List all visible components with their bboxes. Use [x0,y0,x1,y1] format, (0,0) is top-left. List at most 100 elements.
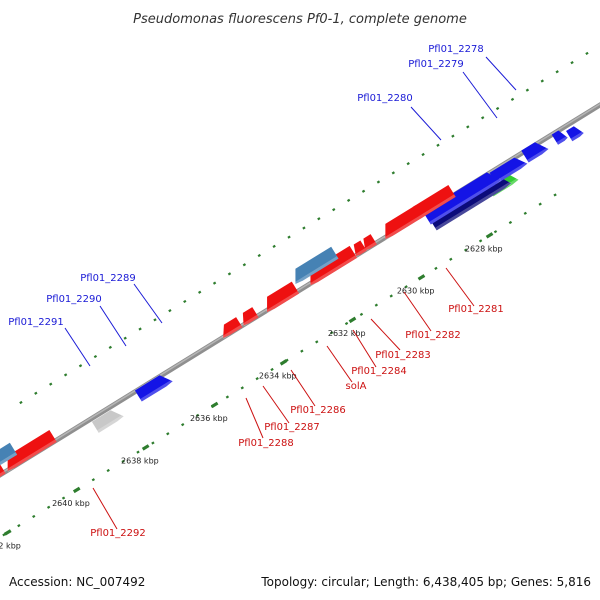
feature-bevel [97,414,125,433]
major-tick [348,316,357,324]
feature-arrow [7,430,57,471]
tick-dot [225,395,230,399]
gene-feature [551,130,569,145]
tick-dot [136,450,140,454]
tick-label: 2632 kbp [328,329,366,338]
feature-bevel [309,255,357,287]
label-leader [410,106,442,141]
label-leader [92,487,118,530]
tick-label: 2634 kbp [259,372,297,381]
gene-label: Pfl01_2284 [351,366,407,377]
gene-label: solA [346,381,367,392]
gene-label: Pfl01_2288 [238,438,294,449]
major-tick [72,486,81,494]
tick-label: 2638 kbp [121,457,159,466]
gene-label: Pfl01_2278 [428,44,484,55]
feature-arrow [295,246,339,285]
accession-text: Accession: NC_007492 [9,575,145,589]
gene-labels: Pfl01_2278 Pfl01_2279 Pfl01_2280 Pfl01_2289… [8,44,504,539]
tick-dot [493,230,498,234]
major-tick [485,232,494,239]
feature-bevel [6,439,57,472]
tick-dot [302,226,306,230]
gene-feature [363,234,377,252]
tick-dot [300,349,304,353]
gene-label: Pfl01_2286 [290,405,346,416]
tick-dot [451,134,455,138]
major-tick [417,274,426,281]
feature-bevel [570,131,585,142]
feature-arrow [134,375,173,402]
label-leader [64,327,91,367]
label-leader [462,71,498,119]
tick-dot [332,207,336,212]
tick-dot [138,327,142,331]
gene-feature [134,375,174,402]
tick-dot [449,257,453,261]
label-leader [262,385,290,424]
label-leader [445,267,475,307]
tick-dot [49,382,53,386]
tick-dot [404,285,408,289]
label-leader [485,56,517,91]
gene-feature [422,172,502,225]
gene-label: Pfl01_2289 [80,273,136,284]
tick-dot [406,162,410,166]
backbone-highlight [0,103,600,475]
tick-dot [212,281,217,285]
tick-dot [538,202,542,206]
label-leader [403,291,432,332]
feature-bevel [242,314,259,327]
tick-dot [523,211,527,215]
tick-dot [63,373,68,377]
tick-dot [183,299,187,304]
tick-dot [166,432,170,436]
tick-dot [17,524,21,528]
tick-dot [374,303,379,307]
gene-label: Pfl01_2292 [90,528,146,539]
feature-arrow [91,410,124,433]
tick-dot [391,171,396,175]
tick-dot [329,331,334,335]
gene-feature [428,175,512,231]
tick-dot [361,189,366,193]
tick-dot [153,318,157,322]
tick-dot [270,367,274,372]
tick-dot [46,505,51,509]
tick-dot [181,422,185,427]
feature-bevel [384,214,424,240]
feature-arrow [223,317,243,338]
tick-dot [376,180,381,184]
gene-feature [91,410,125,433]
tick-dot [91,478,96,482]
tick-dot [78,364,83,368]
tick-dot [510,97,515,101]
gene-feature [521,142,550,163]
feature-arrow [521,142,549,163]
feature-arrow [310,245,357,286]
tick-dot [242,263,247,267]
tick-dot [121,459,125,463]
feature-bevel [556,135,569,145]
major-tick [279,359,288,366]
gene-features [0,126,585,500]
tick-dot [478,239,483,243]
feature-arrow [353,240,367,257]
tick-dot [436,143,440,147]
feature-arrow [412,185,456,223]
gene-feature [222,317,243,339]
tick-dot [495,106,500,111]
feature-bevel [222,324,243,339]
feature-bevel [266,290,300,313]
tick-dot [508,220,513,225]
label-leader [370,318,401,351]
tick-dot [257,253,261,258]
tick-dot [525,88,530,92]
feature-arrow [0,442,18,481]
gene-feature [266,281,300,313]
gene-feature [0,442,18,481]
tick-dot [19,400,23,405]
tick-dot [93,354,98,359]
feature-bevel [354,248,367,257]
